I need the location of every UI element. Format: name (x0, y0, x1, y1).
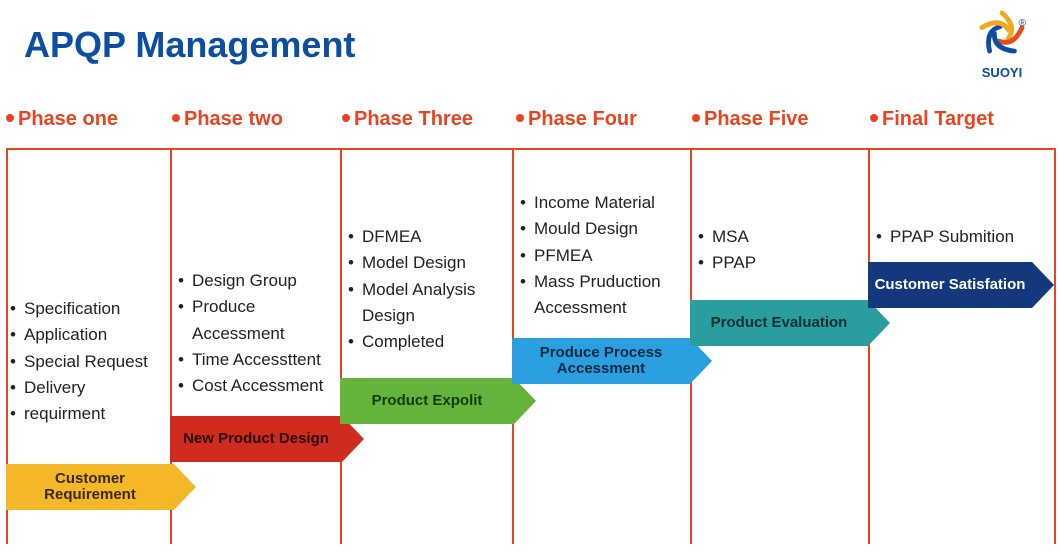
phase-items: Income MaterialMould DesignPFMEAMass Pru… (520, 190, 690, 322)
phase-item: Special Request (10, 349, 168, 375)
bullet-icon (172, 114, 180, 122)
phase-items: SpecificationApplicationSpecial RequestD… (10, 296, 168, 428)
phase-header-label: Phase one (18, 108, 118, 130)
phase-item: Time Accessttent (178, 347, 338, 373)
phase-arrow-label: Produce Process Accessment (512, 338, 690, 384)
phase-item: Completed (348, 329, 508, 355)
phase-item: Mould Design (520, 216, 690, 242)
apqp-diagram: APQP Management ® SUOYI Phase one Phase t… (0, 0, 1060, 552)
chevron-right-icon (514, 378, 536, 424)
phase-header: Phase one (6, 108, 118, 131)
phase-arrow: New Product Design (170, 416, 364, 462)
phase-item: requirment (10, 401, 168, 427)
phase-header-label: Phase Four (528, 108, 637, 130)
phase-item: Design Group (178, 268, 338, 294)
phase-arrow: Product Evaluation (690, 300, 890, 346)
bullet-icon (342, 114, 350, 122)
phase-items: Design GroupProduce AccessmentTime Acces… (178, 268, 338, 400)
phase-items: PPAP Submition (876, 224, 1036, 250)
vertical-rule (1054, 148, 1056, 544)
phase-header-label: Phase Five (704, 108, 809, 130)
phase-header: Phase two (172, 108, 283, 131)
phase-header-label: Final Target (882, 108, 994, 130)
phase-item: MSA (698, 224, 848, 250)
phase-header: Phase Four (516, 108, 637, 131)
phase-item: Specification (10, 296, 168, 322)
phase-item: Model Design (348, 250, 508, 276)
phase-header: Phase Three (342, 108, 473, 131)
phase-item: Model Analysis Design (348, 277, 508, 330)
phase-item: DFMEA (348, 224, 508, 250)
bullet-icon (692, 114, 700, 122)
logo-registered-mark: ® (1019, 18, 1026, 29)
phase-header-label: Phase two (184, 108, 283, 130)
phase-item: Application (10, 322, 168, 348)
phase-item: Income Material (520, 190, 690, 216)
phase-arrow-label: Customer Satisfation (868, 262, 1032, 308)
logo-text: SUOYI (968, 65, 1036, 80)
chevron-right-icon (174, 464, 196, 510)
logo: ® SUOYI (968, 10, 1036, 80)
vertical-rule (340, 148, 342, 544)
bullet-icon (870, 114, 878, 122)
chevron-right-icon (1032, 262, 1054, 308)
bullet-icon (516, 114, 524, 122)
phase-items: DFMEAModel DesignModel Analysis DesignCo… (348, 224, 508, 356)
phase-arrow: Customer Satisfation (868, 262, 1054, 308)
phase-item: Cost Accessment (178, 373, 338, 399)
phase-item: Delivery (10, 375, 168, 401)
phase-item: PPAP (698, 250, 848, 276)
page-title: APQP Management (24, 24, 355, 66)
phase-item: Mass Pruduction Accessment (520, 269, 690, 322)
phase-arrow-label: New Product Design (170, 416, 342, 462)
phase-item: PFMEA (520, 243, 690, 269)
vertical-rule (868, 148, 870, 544)
phase-items: MSAPPAP (698, 224, 848, 277)
phase-item: Produce Accessment (178, 294, 338, 347)
phase-arrow: Produce Process Accessment (512, 338, 712, 384)
phase-arrow-label: Product Evaluation (690, 300, 868, 346)
phase-arrow: Customer Requirement (6, 464, 196, 510)
phase-header-label: Phase Three (354, 108, 473, 130)
phase-header: Final Target (870, 108, 994, 131)
phase-arrow-label: Product Expolit (340, 378, 514, 424)
horizontal-rule (6, 148, 1054, 150)
phase-item: PPAP Submition (876, 224, 1036, 250)
phase-header: Phase Five (692, 108, 809, 131)
phase-arrow: Product Expolit (340, 378, 536, 424)
bullet-icon (6, 114, 14, 122)
phase-arrow-label: Customer Requirement (6, 464, 174, 510)
phase-headers-row: Phase one Phase two Phase Three Phase Four P… (0, 108, 1060, 140)
